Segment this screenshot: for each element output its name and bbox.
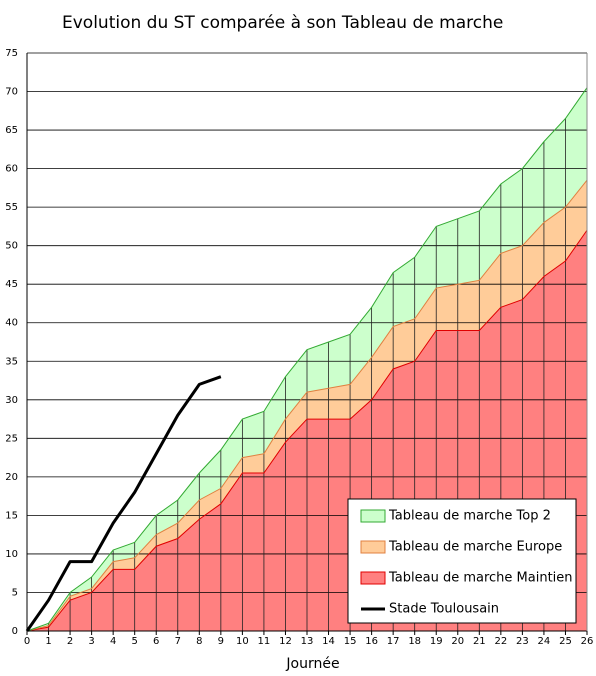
y-tick-label: 55 [5,202,18,213]
legend-swatch [360,540,386,554]
area-edge [26,229,588,632]
y-tick-label: 5 [12,587,18,598]
legend-label: Tableau de marche Europe [388,540,562,555]
x-tick-label: 9 [218,636,224,647]
x-tick-label: 7 [175,636,181,647]
y-tick-label: 60 [5,164,18,175]
legend: Tableau de marche Top 2 Tableau de marche… [347,498,577,624]
x-tick-label: 3 [88,636,94,647]
x-tick-label: 17 [387,636,400,647]
x-tick-label: 16 [365,636,378,647]
legend-box [347,498,577,624]
x-tick-label: 18 [408,636,421,647]
x-tick-label: 11 [258,636,271,647]
y-tick-label: 25 [5,433,18,444]
legend-swatch [360,509,386,523]
x-tick-label: 26 [581,636,594,647]
y-tick-label: 15 [5,510,18,521]
chart-title: Evolution du ST comparée à son Tableau d… [62,13,503,33]
line [25,375,222,632]
area-edge [26,179,588,632]
x-tick-label: 24 [538,636,551,647]
legend-label: Tableau de marche Top 2 [388,509,551,524]
x-tick-label: 2 [67,636,73,647]
x-tick-label: 14 [322,636,335,647]
x-tick-label: 0 [24,636,30,647]
x-tick-label: 10 [236,636,249,647]
x-tick-label: 19 [430,636,443,647]
x-tick-label: 4 [110,636,116,647]
x-tick-label: 5 [132,636,138,647]
legend-label: Stade Toulousain [389,602,499,617]
x-tick-label: 25 [559,636,572,647]
y-tick-label: 70 [5,87,18,98]
x-tick-label: 1 [45,636,51,647]
x-tick-label: 12 [279,636,292,647]
y-tick-label: 0 [12,626,18,637]
area-edge [26,87,588,632]
x-tick-label: 15 [344,636,357,647]
x-tick-label: 13 [301,636,314,647]
legend-label: Tableau de marche Maintien [388,571,573,586]
y-tick-label: 40 [5,318,18,329]
y-tick-label: 35 [5,356,18,367]
y-tick-label: 50 [5,241,18,252]
x-tick-label: 22 [494,636,507,647]
y-tick-label: 45 [5,279,18,290]
legend-swatch [360,571,386,585]
y-tick-label: 10 [5,549,18,560]
x-tick-label: 20 [451,636,464,647]
x-tick-label: 6 [153,636,159,647]
y-tick-label: 20 [5,472,18,483]
x-tick-label: 8 [196,636,202,647]
x-tick-label: 23 [516,636,529,647]
x-tick-label: 21 [473,636,486,647]
x-axis-label: Journée [285,656,339,672]
y-tick-label: 30 [5,395,18,406]
y-tick-label: 65 [5,125,18,136]
y-tick-label: 75 [5,48,18,59]
